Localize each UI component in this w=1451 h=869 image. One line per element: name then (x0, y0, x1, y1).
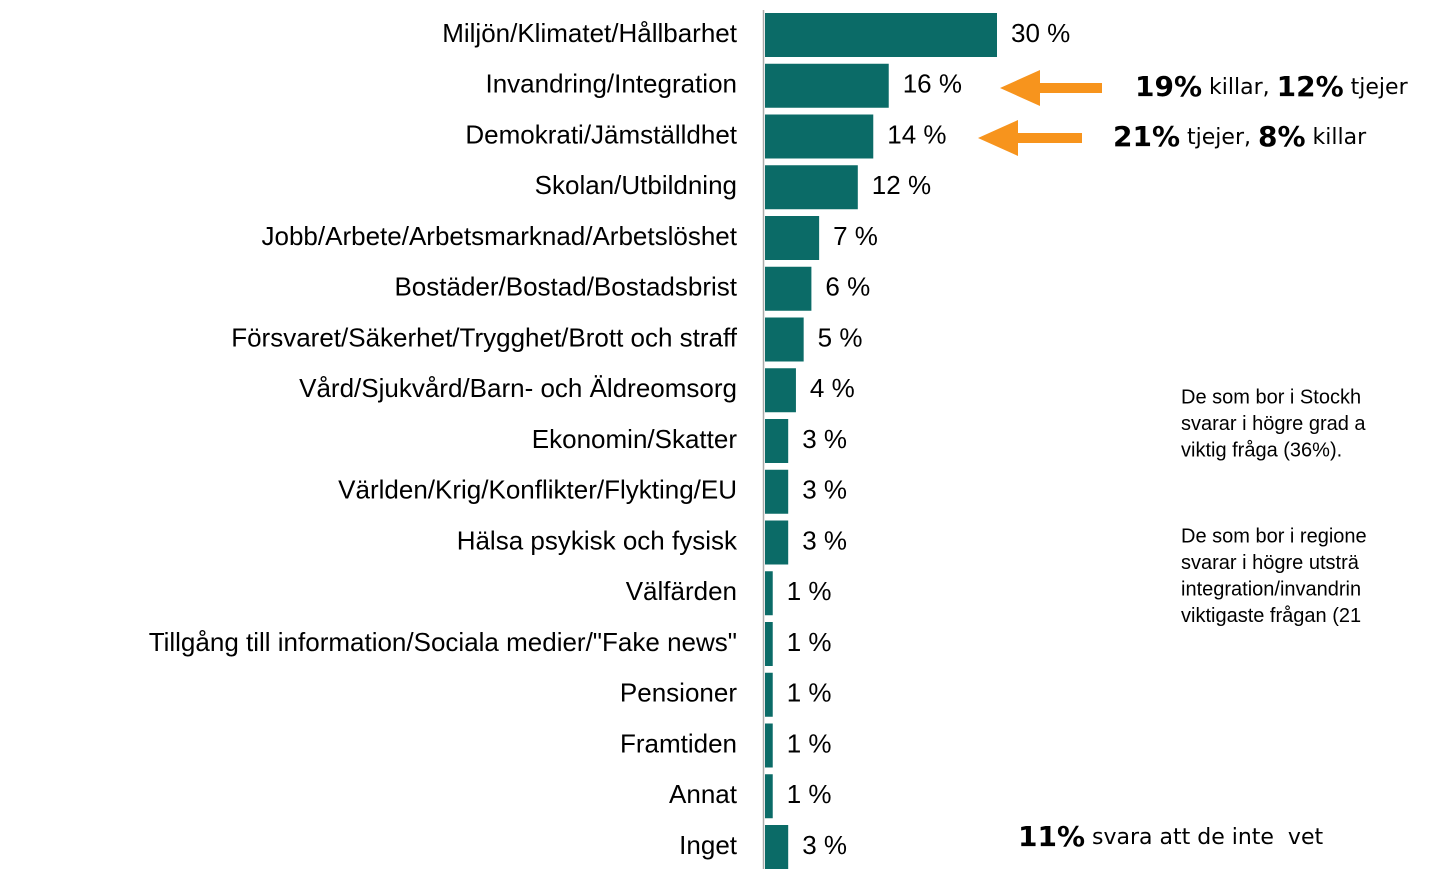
category-label: Jobb/Arbete/Arbetsmarknad/Arbetslöshet (262, 221, 738, 251)
category-label: Framtiden (620, 728, 737, 758)
bar (765, 672, 773, 717)
annotation-part: 8% (1258, 120, 1306, 153)
category-label: Vård/Sjukvård/Barn- och Äldreomsorg (299, 373, 737, 403)
annotation-part: killar, (1202, 75, 1277, 100)
value-label: 6 % (825, 272, 870, 302)
annotation-part: svara att de inte vet (1085, 825, 1323, 850)
bar (765, 317, 804, 362)
bar (765, 216, 820, 260)
category-label: Ekonomin/Skatter (532, 424, 738, 454)
value-label: 12 % (872, 170, 931, 200)
note-line: De som bor i Stockh (1181, 386, 1361, 408)
note-line: svarar i högre grad a (1181, 413, 1366, 435)
bar (765, 723, 773, 768)
annotation-part: killar (1306, 125, 1368, 150)
bar (765, 114, 874, 159)
value-label: 1 % (787, 678, 832, 708)
category-label: Inget (679, 830, 738, 860)
value-label: 5 % (818, 322, 863, 352)
bar (765, 622, 773, 666)
annotation-part: 19% (1135, 70, 1202, 103)
value-label: 3 % (802, 475, 847, 505)
bar (765, 266, 812, 311)
value-label: 3 % (802, 424, 847, 454)
bar (765, 13, 997, 57)
annotation-part: 12% (1277, 70, 1344, 103)
category-label: Bostäder/Bostad/Bostadsbrist (394, 272, 737, 302)
bar (765, 419, 789, 463)
category-label: Miljön/Klimatet/Hållbarhet (442, 18, 738, 48)
value-label: 1 % (787, 728, 832, 758)
bar (765, 520, 789, 565)
category-label: Försvaret/Säkerhet/Trygghet/Brott och st… (231, 322, 738, 352)
note-line: viktigaste frågan (21 (1181, 605, 1361, 627)
bar (765, 165, 858, 210)
annotation: 19% killar, 12% tjejer (1135, 70, 1409, 103)
value-label: 7 % (833, 221, 878, 251)
note-line: integration/invandrin (1181, 578, 1361, 600)
annotation-part: tjejer, (1180, 125, 1258, 150)
value-label: 3 % (802, 525, 847, 555)
annotation-part: 21% (1113, 120, 1180, 153)
note-line: svarar i högre utsträ (1181, 552, 1360, 574)
category-label: Pensioner (620, 678, 737, 708)
value-label: 1 % (787, 576, 832, 606)
value-label: 30 % (1011, 18, 1070, 48)
value-label: 1 % (787, 779, 832, 809)
bar (765, 469, 789, 514)
annotation-part: 11% (1018, 820, 1085, 853)
bar (765, 368, 796, 413)
category-label: Invandring/Integration (485, 69, 737, 99)
annotation-part: tjejer (1344, 75, 1409, 100)
annotation: 11% svara att de inte vet (1018, 820, 1323, 853)
arrow (978, 120, 1082, 156)
bar (765, 571, 773, 616)
category-label: Välfärden (626, 576, 737, 606)
value-label: 4 % (810, 373, 855, 403)
bar (765, 825, 789, 869)
bar (765, 774, 773, 819)
value-label: 3 % (802, 830, 847, 860)
value-label: 16 % (903, 69, 962, 99)
category-label: Annat (669, 779, 738, 809)
arrow (1000, 70, 1102, 106)
value-label: 1 % (787, 627, 832, 657)
category-label: Tillgång till information/Sociala medier… (149, 627, 737, 657)
note-line: De som bor i regione (1181, 525, 1367, 547)
value-label: 14 % (887, 119, 946, 149)
annotation: 21% tjejer, 8% killar (1113, 120, 1367, 153)
category-label: Skolan/Utbildning (535, 170, 737, 200)
note-line: viktig fråga (36%). (1181, 439, 1342, 461)
category-label: Hälsa psykisk och fysisk (457, 525, 738, 555)
category-label: Demokrati/Jämställdhet (465, 119, 737, 149)
category-label: Världen/Krig/Konflikter/Flykting/EU (338, 475, 737, 505)
bar (765, 63, 889, 108)
